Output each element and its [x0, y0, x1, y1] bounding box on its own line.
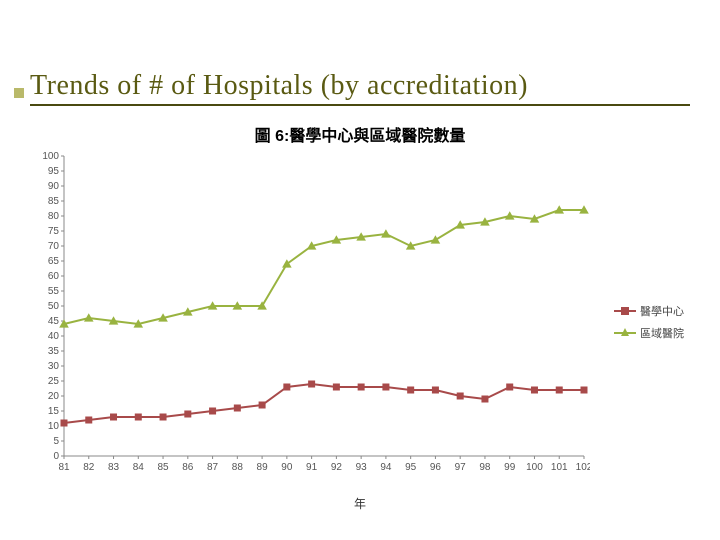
svg-text:20: 20	[48, 391, 60, 402]
svg-text:50: 50	[48, 301, 60, 312]
legend-item: 區域醫院	[614, 325, 690, 341]
svg-text:55: 55	[48, 286, 60, 297]
svg-text:97: 97	[455, 462, 467, 473]
title-underline	[30, 104, 690, 106]
svg-text:85: 85	[48, 196, 60, 207]
svg-text:81: 81	[58, 462, 70, 473]
svg-text:60: 60	[48, 271, 60, 282]
svg-text:91: 91	[306, 462, 318, 473]
svg-text:87: 87	[207, 462, 219, 473]
svg-text:5: 5	[53, 436, 59, 447]
svg-text:90: 90	[281, 462, 293, 473]
svg-text:96: 96	[430, 462, 442, 473]
svg-text:98: 98	[479, 462, 491, 473]
svg-text:95: 95	[48, 166, 60, 177]
legend-label: 區域醫院	[640, 325, 684, 341]
svg-text:25: 25	[48, 376, 60, 387]
svg-text:100: 100	[526, 462, 543, 473]
svg-text:0: 0	[53, 451, 59, 462]
svg-text:83: 83	[108, 462, 120, 473]
svg-text:85: 85	[157, 462, 169, 473]
svg-text:93: 93	[356, 462, 368, 473]
svg-text:86: 86	[182, 462, 194, 473]
slide-title: Trends of # of Hospitals (by accreditati…	[30, 70, 690, 102]
chart-block: 圖 6:醫學中心與區域醫院數量 0 5 10 15 20 25 30 35 40 45 50 55 60…	[30, 122, 690, 512]
svg-text:88: 88	[232, 462, 244, 473]
svg-text:92: 92	[331, 462, 343, 473]
chart-svg-wrap: 0 5 10 15 20 25 30 35 40 45 50 55 60 65 70 75 80 85 90 95 10…	[30, 150, 610, 493]
svg-text:89: 89	[257, 462, 269, 473]
svg-text:75: 75	[48, 226, 60, 237]
svg-text:84: 84	[133, 462, 145, 473]
legend-swatch	[614, 328, 636, 338]
legend-swatch	[614, 306, 636, 316]
svg-text:30: 30	[48, 361, 60, 372]
svg-text:80: 80	[48, 211, 60, 222]
svg-text:70: 70	[48, 241, 60, 252]
chart-subtitle: 圖 6:醫學中心與區域醫院數量	[255, 122, 466, 146]
legend-label: 醫學中心	[640, 303, 684, 319]
svg-text:15: 15	[48, 406, 60, 417]
xaxis-title: 年	[354, 495, 366, 512]
svg-text:94: 94	[380, 462, 392, 473]
svg-text:10: 10	[48, 421, 60, 432]
svg-text:101: 101	[551, 462, 568, 473]
svg-text:100: 100	[42, 151, 59, 162]
chart-svg: 0 5 10 15 20 25 30 35 40 45 50 55 60 65 70 75 80 85 90 95 10…	[30, 150, 590, 480]
svg-text:45: 45	[48, 316, 60, 327]
svg-text:95: 95	[405, 462, 417, 473]
legend-item: 醫學中心	[614, 303, 690, 319]
legend: 醫學中心區域醫院	[610, 150, 690, 493]
svg-text:35: 35	[48, 346, 60, 357]
svg-text:102: 102	[576, 462, 590, 473]
svg-text:99: 99	[504, 462, 516, 473]
svg-text:90: 90	[48, 181, 60, 192]
title-wrap: Trends of # of Hospitals (by accreditati…	[30, 70, 690, 112]
slide: Trends of # of Hospitals (by accreditati…	[0, 0, 720, 540]
chart-row: 0 5 10 15 20 25 30 35 40 45 50 55 60 65 70 75 80 85 90 95 10…	[30, 150, 690, 493]
svg-text:40: 40	[48, 331, 60, 342]
svg-text:82: 82	[83, 462, 95, 473]
title-bullet	[14, 88, 24, 98]
svg-text:65: 65	[48, 256, 60, 267]
